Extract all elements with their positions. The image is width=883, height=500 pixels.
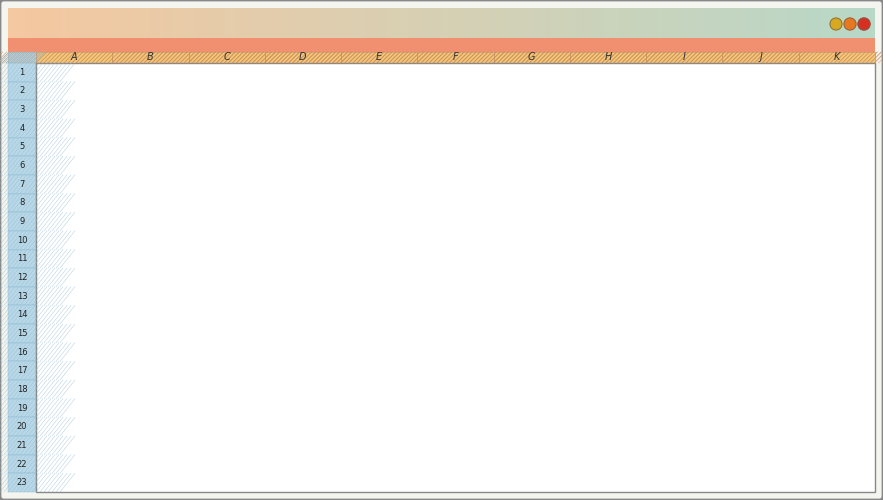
Text: Quantidade de estudantes: Quantidade de estudantes [44,73,312,91]
Bar [189,52,265,63]
Bar [8,454,36,473]
Circle shape [844,18,856,30]
Bar [8,194,36,212]
Text: 18: 18 [17,385,27,394]
Text: J: J [759,52,762,62]
Bar [8,231,36,250]
Bar [8,138,36,156]
Circle shape [858,18,870,30]
Bar [209,296,266,402]
Text: 23: 23 [17,478,27,487]
Bar [303,174,358,402]
Bar [675,310,731,402]
Bar [8,436,36,454]
Bar [8,156,36,175]
Text: 17: 17 [17,366,27,376]
Bar [265,52,341,63]
Bar [646,52,722,63]
Text: 19: 19 [17,404,27,412]
Text: 15: 15 [323,157,338,170]
Text: G: G [528,52,535,62]
Text: 12: 12 [17,273,27,282]
Text: E: E [376,52,382,62]
Text: F: F [453,52,458,62]
Text: 8: 8 [19,198,25,207]
Bar [8,100,36,119]
Bar [117,341,172,402]
Text: 6: 6 [699,294,707,307]
Text: 4: 4 [19,124,25,133]
Text: 7: 7 [234,278,241,291]
Bar [8,324,36,343]
Text: 10: 10 [17,236,27,244]
Text: 14: 14 [17,310,27,320]
Text: D: D [299,52,306,62]
Text: 11: 11 [17,254,27,264]
Bar [341,52,418,63]
Bar [396,356,452,402]
Bar [8,119,36,138]
Bar [8,306,36,324]
Text: K: K [834,52,840,62]
Text: 21: 21 [17,441,27,450]
Text: 16: 16 [17,348,27,356]
Text: 9: 9 [19,217,25,226]
Text: 5: 5 [19,142,25,152]
Text: 3: 3 [420,340,427,352]
Bar [582,326,638,402]
Text: B: B [147,52,154,62]
Text: Esporte: Esporte [872,412,883,430]
Bar [112,52,189,63]
Bar [799,52,875,63]
Bar [722,52,799,63]
Text: A: A [71,52,78,62]
Bar [769,310,825,402]
Bar [8,362,36,380]
Bar [8,212,36,231]
Bar [8,418,36,436]
Text: 5: 5 [607,309,614,322]
Bar [8,63,36,82]
Text: 3: 3 [19,105,25,114]
Bar [8,380,36,398]
Text: 10: 10 [509,233,525,246]
Text: 1: 1 [19,68,25,77]
Bar [8,175,36,194]
Bar [8,343,36,361]
Bar [8,268,36,287]
Bar [8,398,36,417]
Text: H: H [604,52,612,62]
Text: C: C [223,52,230,62]
Bar [8,38,875,52]
Text: 2: 2 [19,86,25,96]
Bar [8,287,36,306]
Bar [8,52,36,63]
Text: 20: 20 [17,422,27,431]
Text: 15: 15 [17,329,27,338]
Bar [570,52,646,63]
Bar [8,82,36,100]
Text: 6: 6 [793,294,800,307]
Text: I: I [683,52,686,62]
Bar [36,52,112,63]
Bar [418,52,494,63]
Text: 6: 6 [19,161,25,170]
Bar [8,250,36,268]
Circle shape [830,18,842,30]
Text: 7: 7 [19,180,25,188]
Bar [489,250,545,402]
Text: 22: 22 [17,460,27,468]
Bar [8,474,36,492]
Bar [494,52,570,63]
Text: 13: 13 [17,292,27,300]
Bar [36,63,875,492]
Text: 4: 4 [140,324,148,338]
